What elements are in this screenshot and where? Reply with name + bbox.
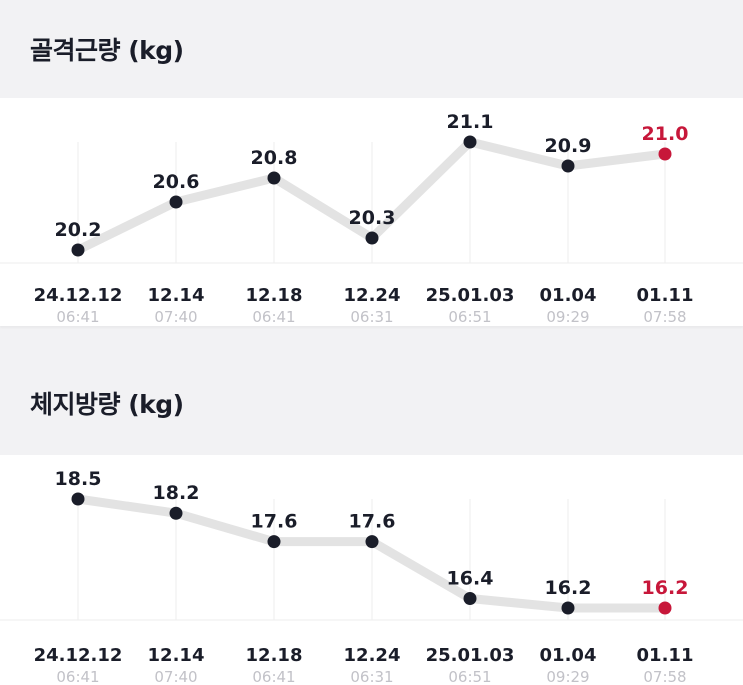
muscle-date-label: 01.04 — [540, 285, 597, 306]
muscle-data-point[interactable] — [267, 171, 281, 185]
fat-time-label: 06:31 — [350, 668, 393, 685]
muscle-time-label: 09:29 — [546, 308, 589, 326]
muscle-time-label: 06:41 — [252, 308, 295, 326]
muscle-data-point[interactable] — [169, 195, 183, 209]
muscle-data-point[interactable] — [658, 147, 672, 161]
fat-date-label: 25.01.03 — [426, 645, 515, 666]
muscle-date-label: 25.01.03 — [426, 285, 515, 306]
fat-time-label: 07:40 — [154, 668, 197, 685]
muscle-section-header: 골격근량 (kg) — [0, 0, 743, 98]
fat-data-point[interactable] — [267, 535, 281, 549]
muscle-date-label: 24.12.12 — [34, 285, 123, 306]
fat-value-label: 16.2 — [642, 577, 689, 599]
muscle-data-point[interactable] — [71, 243, 85, 257]
muscle-date-label: 12.14 — [148, 285, 205, 306]
muscle-data-point[interactable] — [463, 135, 477, 149]
fat-value-label: 16.4 — [447, 568, 494, 590]
muscle-time-label: 06:31 — [350, 308, 393, 326]
muscle-data-point[interactable] — [561, 159, 575, 173]
muscle-time-label: 07:40 — [154, 308, 197, 326]
muscle-data-point[interactable] — [365, 231, 379, 245]
muscle-date-label: 12.18 — [246, 285, 303, 306]
muscle-value-label: 20.2 — [55, 219, 102, 241]
muscle-value-label: 20.9 — [545, 135, 592, 157]
fat-value-label: 17.6 — [251, 511, 298, 533]
fat-date-label: 24.12.12 — [34, 645, 123, 666]
muscle-value-label: 20.8 — [251, 147, 298, 169]
fat-value-label: 18.2 — [153, 482, 200, 504]
muscle-time-label: 06:41 — [56, 308, 99, 326]
muscle-value-label: 20.6 — [153, 171, 200, 193]
fat-chart: 18.5 24.12.12 06:41 18.2 12.14 07:40 17.6 12.18… — [0, 468, 743, 685]
fat-value-label: 17.6 — [349, 511, 396, 533]
muscle-value-label: 20.3 — [349, 207, 396, 229]
fat-date-label: 12.18 — [246, 645, 303, 666]
fat-date-label: 12.14 — [148, 645, 205, 666]
muscle-chart-panel: 20.2 24.12.12 06:41 20.6 12.14 07:40 20.8 12.18… — [0, 98, 743, 326]
fat-date-label: 01.04 — [540, 645, 597, 666]
fat-data-point[interactable] — [463, 592, 477, 606]
fat-data-point[interactable] — [71, 492, 85, 506]
fat-time-label: 06:51 — [448, 668, 491, 685]
fat-section-title: 체지방량 (kg) — [30, 389, 184, 419]
fat-time-label: 07:58 — [643, 668, 686, 685]
fat-section-header: 체지방량 (kg) — [0, 340, 743, 455]
fat-value-label: 18.5 — [55, 468, 102, 490]
muscle-date-label: 12.24 — [344, 285, 401, 306]
muscle-date-label: 01.11 — [637, 285, 694, 306]
muscle-value-label: 21.1 — [447, 111, 494, 133]
muscle-time-label: 06:51 — [448, 308, 491, 326]
fat-value-label: 16.2 — [545, 577, 592, 599]
muscle-chart: 20.2 24.12.12 06:41 20.6 12.14 07:40 20.8 12.18… — [0, 111, 743, 326]
muscle-value-label: 21.0 — [642, 123, 689, 145]
fat-data-point[interactable] — [365, 535, 379, 549]
fat-data-point[interactable] — [169, 506, 183, 520]
fat-data-point[interactable] — [561, 601, 575, 615]
fat-time-label: 09:29 — [546, 668, 589, 685]
fat-time-label: 06:41 — [252, 668, 295, 685]
fat-date-label: 01.11 — [637, 645, 694, 666]
fat-date-label: 12.24 — [344, 645, 401, 666]
muscle-time-label: 07:58 — [643, 308, 686, 326]
fat-time-label: 06:41 — [56, 668, 99, 685]
muscle-section-title: 골격근량 (kg) — [30, 36, 184, 65]
fat-data-point[interactable] — [658, 601, 672, 615]
fat-chart-panel: 18.5 24.12.12 06:41 18.2 12.14 07:40 17.6 12.18… — [0, 455, 743, 685]
